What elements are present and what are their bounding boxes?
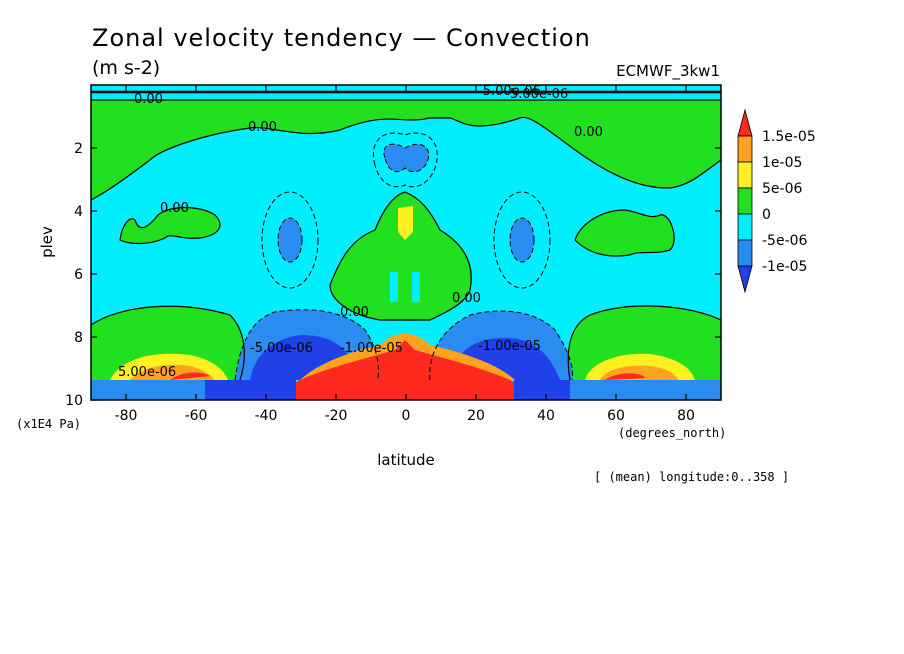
x-tick-label: -40 bbox=[255, 408, 278, 424]
contour-label: 5.00e-06 bbox=[118, 365, 176, 380]
field-blue-left-mid bbox=[278, 218, 302, 262]
chart-units: (m s-2) bbox=[92, 57, 160, 79]
colorbar-label: 0 bbox=[762, 207, 771, 223]
contour-label: 0.00 bbox=[574, 125, 603, 140]
contour-label: -5.00e-06 bbox=[250, 341, 313, 356]
colorbar-cap-bottom bbox=[737, 265, 753, 294]
x-tick-label: 0 bbox=[402, 408, 411, 424]
contour-label: 5.00e-06 bbox=[510, 87, 568, 102]
field-green-upper bbox=[91, 100, 721, 200]
y-tick-label: 10 bbox=[65, 393, 83, 409]
contour-lines-dashed bbox=[234, 132, 574, 381]
x-tick-label: 40 bbox=[537, 408, 555, 424]
contour-label: -5.00e-06 bbox=[478, 84, 541, 99]
contour-label: -1.00e-05 bbox=[478, 339, 541, 354]
contour-label: 0.00 bbox=[340, 305, 369, 320]
field-red-lower-left bbox=[170, 372, 210, 380]
field-darkblue-bottom-right bbox=[514, 380, 570, 400]
colorbar-swatch bbox=[737, 135, 753, 163]
contour-labels: 0.00 0.00 0.00 0.00 -5.00e-06 -1.00e-05 … bbox=[118, 84, 603, 380]
y-axis: 2 4 6 8 10 bbox=[65, 141, 721, 409]
dataset-label: ECMWF_3kw1 bbox=[616, 62, 720, 81]
x-axis-units: (degrees_north) bbox=[618, 426, 726, 440]
y-tick-label: 6 bbox=[74, 267, 83, 283]
field-blue-right-mid bbox=[510, 218, 534, 262]
y-tick-label: 8 bbox=[74, 330, 83, 346]
colorbar-label: -1e-05 bbox=[762, 259, 807, 275]
field-darkblue-bottom-left bbox=[205, 380, 296, 400]
contour-lines bbox=[91, 90, 721, 381]
y-tick-label: 4 bbox=[74, 204, 83, 220]
colorbar-legend: 1.5e-05 1e-05 5e-06 0 -5e-06 -1e-05 bbox=[737, 108, 816, 294]
y-axis-label: plev bbox=[38, 226, 56, 258]
field-cyan-notch-2 bbox=[412, 272, 420, 302]
chart-title: Zonal velocity tendency — Convection bbox=[92, 24, 591, 52]
x-tick-label: 60 bbox=[607, 408, 625, 424]
colorbar-label: 1e-05 bbox=[762, 155, 802, 171]
y-axis-units: (x1E4 Pa) bbox=[16, 417, 81, 431]
colorbar-label: 1.5e-05 bbox=[762, 129, 816, 145]
x-tick-label: 20 bbox=[467, 408, 485, 424]
x-tick-label: -80 bbox=[115, 408, 138, 424]
plot-area: 0.00 0.00 0.00 0.00 -5.00e-06 -1.00e-05 … bbox=[91, 84, 721, 400]
field-red-center bbox=[296, 340, 514, 400]
x-axis-label: latitude bbox=[377, 451, 435, 469]
contour-label: 0.00 bbox=[248, 120, 277, 135]
colorbar-label: -5e-06 bbox=[762, 233, 808, 249]
x-tick-label: -20 bbox=[325, 408, 348, 424]
contour-label: 0.00 bbox=[134, 92, 163, 107]
colorbar-swatch bbox=[737, 213, 753, 241]
footnote: [ (mean) longitude:0..358 ] bbox=[594, 470, 789, 484]
y-tick-label: 2 bbox=[74, 141, 83, 157]
field-green-right bbox=[575, 210, 675, 257]
field-green-left bbox=[120, 207, 220, 244]
x-tick-label: -60 bbox=[185, 408, 208, 424]
contour-label: 0.00 bbox=[160, 201, 189, 216]
colorbar-swatch bbox=[737, 187, 753, 215]
colorbar-swatch bbox=[737, 161, 753, 189]
colorbar-label: 5e-06 bbox=[762, 181, 802, 197]
contour-label: 0.00 bbox=[452, 291, 481, 306]
contour-label: -1.00e-05 bbox=[340, 341, 403, 356]
x-axis: -80 -60 -40 -20 0 20 40 60 80 bbox=[115, 85, 695, 424]
field-yellow-center bbox=[398, 206, 413, 240]
colorbar-cap-top bbox=[737, 108, 753, 137]
x-tick-label: 80 bbox=[677, 408, 695, 424]
field-green-center bbox=[330, 192, 472, 320]
field-blue-upper bbox=[383, 144, 429, 172]
field-cyan-notch-1 bbox=[390, 272, 398, 302]
field-red-lower-right bbox=[605, 373, 645, 380]
colorbar-swatch bbox=[737, 239, 753, 267]
